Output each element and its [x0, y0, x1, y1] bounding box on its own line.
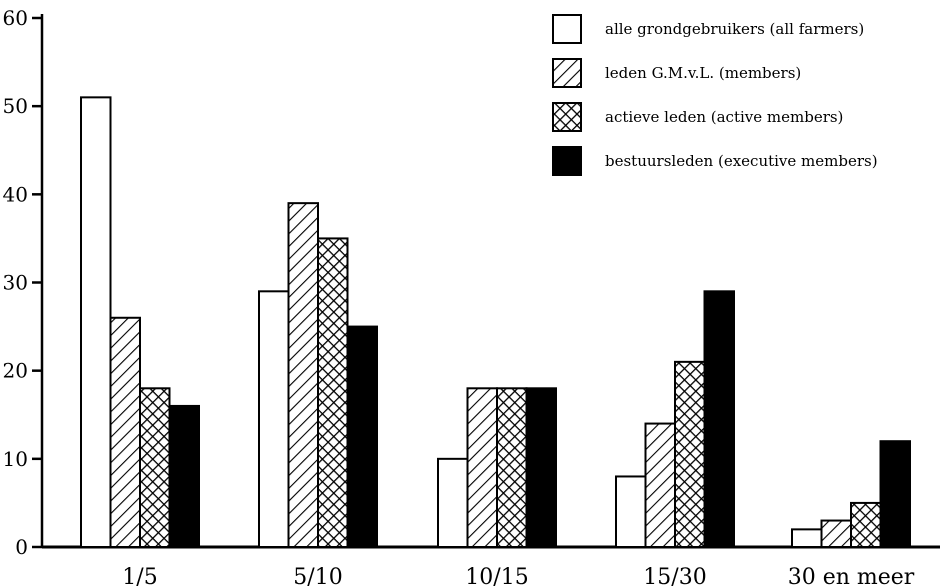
bars — [80, 96, 911, 549]
bar-1-5-series-1 — [80, 96, 112, 548]
bar-1-5-series-2 — [109, 316, 141, 548]
bar-30-en-meer-series-2 — [820, 519, 852, 548]
x-tick-label-15-30: 15/30 — [643, 565, 706, 588]
bar-1-5-series-3 — [139, 387, 171, 548]
legend-label-4: bestuursleden (executive members) — [605, 152, 878, 170]
bar-1-5-series-4 — [168, 404, 200, 548]
bar-10-15-series-4 — [525, 387, 557, 548]
bar-10-15-series-2 — [466, 387, 498, 548]
bar-15-30-series-2 — [644, 422, 676, 549]
bar-5-10-series-3 — [317, 237, 349, 549]
y-tick-label-10: 10 — [3, 447, 28, 471]
y-tick-label-0: 0 — [15, 535, 28, 559]
bar-15-30-series-3 — [674, 360, 706, 548]
y-tick-label-40: 40 — [3, 182, 28, 206]
legend-swatch-4 — [552, 146, 582, 176]
legend: alle grondgebruikers (all farmers) leden … — [552, 14, 878, 176]
legend-swatch-3 — [552, 102, 582, 132]
bar-5-10-series-4 — [346, 325, 378, 549]
bar-15-30-series-1 — [615, 475, 647, 549]
x-tick-label-1-5: 1/5 — [122, 565, 157, 588]
y-tick-label-30: 30 — [3, 271, 28, 295]
x-tick-label-30-en-meer: 30 en meer — [788, 565, 915, 588]
bar-30-en-meer-series-4 — [879, 440, 911, 549]
legend-swatch-2 — [552, 58, 582, 88]
bar-30-en-meer-series-3 — [850, 501, 882, 548]
bar-10-15-series-3 — [496, 387, 528, 548]
legend-swatch-1 — [552, 14, 582, 44]
legend-label-3: actieve leden (active members) — [605, 108, 843, 126]
y-tick-label-20: 20 — [3, 359, 28, 383]
x-tick-label-10-15: 10/15 — [465, 565, 528, 588]
bar-5-10-series-1 — [258, 290, 290, 549]
y-tick-label-50: 50 — [3, 94, 28, 118]
bar-10-15-series-1 — [437, 457, 469, 549]
legend-label-1: alle grondgebruikers (all farmers) — [605, 20, 864, 38]
legend-label-2: leden G.M.v.L. (members) — [605, 64, 801, 82]
bar-15-30-series-4 — [703, 290, 735, 549]
y-tick-label-60: 60 — [3, 6, 28, 30]
x-tick-label-5-10: 5/10 — [293, 565, 342, 588]
bar-30-en-meer-series-1 — [791, 528, 823, 548]
tick-labels: 0 10 20 30 40 50 60 1/5 5/10 10/15 15/30 30 en meer — [3, 6, 915, 588]
bar-5-10-series-2 — [287, 202, 319, 548]
